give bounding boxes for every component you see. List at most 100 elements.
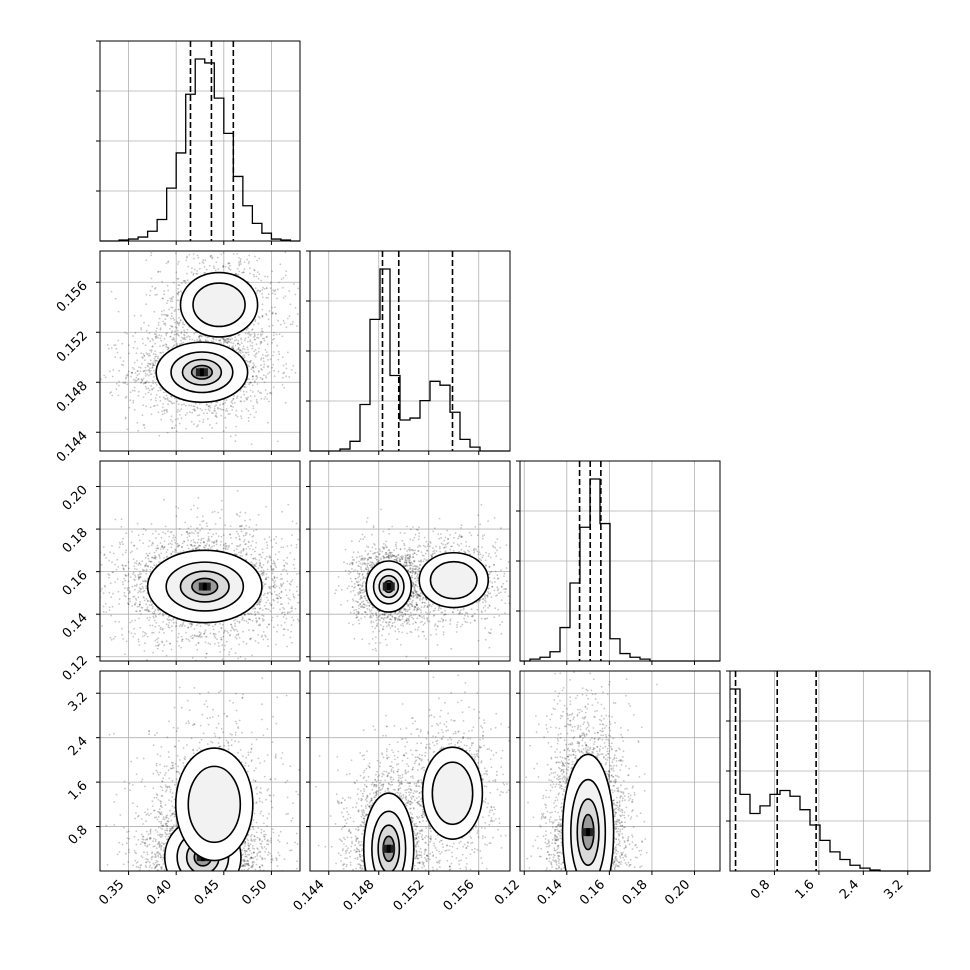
- sample-point: [122, 583, 124, 586]
- sample-point: [213, 540, 216, 543]
- sample-point: [157, 321, 160, 324]
- sample-point: [182, 550, 185, 552]
- sample-point: [176, 299, 179, 302]
- sample-point: [69, 607, 71, 609]
- sample-point: [114, 356, 117, 359]
- sample-point: [261, 354, 264, 356]
- sample-point: [247, 612, 249, 615]
- sample-point: [159, 389, 162, 392]
- sample-point: [226, 630, 229, 633]
- sample-point: [248, 254, 251, 257]
- sample-point: [234, 434, 237, 437]
- sample-point: [236, 553, 238, 556]
- sample-point: [126, 428, 129, 431]
- sample-point: [151, 285, 154, 288]
- sample-point: [266, 393, 269, 395]
- sample-point: [163, 412, 166, 415]
- sample-point: [262, 374, 265, 377]
- sample-point: [224, 524, 226, 527]
- sample-point: [183, 625, 186, 627]
- sample-point: [273, 369, 276, 372]
- sample-point: [170, 395, 173, 398]
- sample-point: [124, 587, 126, 589]
- sample-point: [196, 406, 199, 409]
- sample-point: [220, 638, 223, 641]
- sample-point: [102, 610, 105, 613]
- axes-frame: [99, 250, 301, 452]
- sample-point: [228, 262, 231, 265]
- sample-point: [243, 527, 246, 530]
- sample-point: [184, 280, 187, 282]
- sample-point: [234, 339, 236, 342]
- sample-point: [150, 277, 153, 280]
- sample-point: [208, 624, 211, 626]
- sample-point: [179, 319, 182, 322]
- sample-point: [270, 604, 273, 606]
- sample-point: [187, 547, 190, 550]
- sample-point: [149, 359, 152, 362]
- sample-point: [264, 592, 266, 595]
- sample-point: [180, 403, 183, 406]
- sample-point: [178, 291, 180, 294]
- sample-point: [208, 404, 211, 407]
- sample-point: [193, 257, 195, 260]
- sample-point: [222, 338, 225, 340]
- sample-point: [251, 629, 254, 632]
- sample-point: [288, 315, 291, 317]
- sample-point: [172, 537, 174, 539]
- sample-point: [236, 395, 239, 398]
- sample-point: [219, 517, 222, 519]
- sample-point: [245, 620, 248, 623]
- sample-point: [242, 630, 244, 633]
- sample-point: [267, 645, 270, 648]
- sample-point: [255, 621, 258, 624]
- sample-point: [251, 328, 254, 331]
- sample-point: [292, 595, 295, 598]
- sample-point: [165, 551, 168, 553]
- sample-point: [197, 256, 200, 259]
- sample-point: [162, 614, 165, 617]
- sample-point: [220, 342, 222, 345]
- sample-point: [224, 341, 227, 343]
- sample-point: [256, 620, 259, 623]
- sample-point: [171, 543, 173, 546]
- sample-point: [103, 554, 106, 557]
- density-panel-2-0: [69, 460, 301, 665]
- sample-point: [219, 407, 222, 410]
- sample-point: [152, 363, 155, 365]
- sample-point: [213, 633, 216, 635]
- sample-point: [269, 602, 271, 605]
- sample-point: [274, 553, 277, 556]
- sample-point: [204, 623, 207, 625]
- sample-point: [258, 559, 261, 562]
- sample-point: [259, 607, 262, 610]
- sample-point: [144, 386, 147, 388]
- sample-point: [231, 625, 233, 628]
- sample-point: [137, 378, 140, 381]
- sample-point: [170, 552, 173, 555]
- sample-point: [155, 360, 158, 362]
- sample-point: [114, 344, 117, 346]
- sample-point: [220, 508, 223, 511]
- sample-point: [232, 397, 235, 400]
- sample-point: [268, 536, 271, 539]
- sample-point: [149, 600, 152, 602]
- sample-point: [178, 316, 180, 319]
- sample-point: [270, 619, 273, 622]
- sample-point: [184, 404, 187, 407]
- sample-point: [248, 378, 251, 381]
- sample-point: [155, 556, 157, 559]
- sample-point: [133, 578, 135, 581]
- sample-point: [149, 373, 152, 376]
- sample-point: [89, 552, 91, 554]
- sample-point: [208, 545, 211, 547]
- sample-point: [119, 356, 122, 359]
- sample-point: [186, 530, 189, 533]
- sample-point: [318, 361, 320, 363]
- sample-point: [149, 349, 152, 352]
- sample-point: [125, 640, 128, 643]
- sample-point: [287, 611, 289, 613]
- sample-point: [146, 554, 149, 557]
- sample-point: [236, 249, 238, 251]
- sample-point: [260, 368, 262, 370]
